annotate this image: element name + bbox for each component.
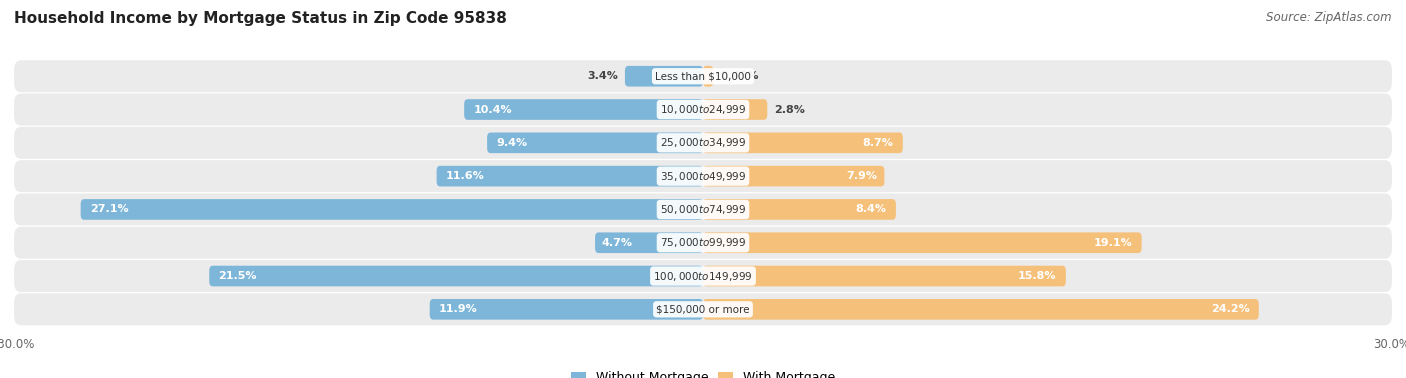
Text: 11.6%: 11.6% <box>446 171 485 181</box>
Text: 10.4%: 10.4% <box>474 105 512 115</box>
Text: $10,000 to $24,999: $10,000 to $24,999 <box>659 103 747 116</box>
Text: 19.1%: 19.1% <box>1094 238 1132 248</box>
FancyBboxPatch shape <box>14 60 1392 92</box>
Text: 24.2%: 24.2% <box>1211 304 1250 314</box>
Text: 7.9%: 7.9% <box>846 171 877 181</box>
FancyBboxPatch shape <box>14 227 1392 259</box>
FancyBboxPatch shape <box>595 232 703 253</box>
Text: $75,000 to $99,999: $75,000 to $99,999 <box>659 236 747 249</box>
FancyBboxPatch shape <box>703 66 713 87</box>
Text: $100,000 to $149,999: $100,000 to $149,999 <box>654 270 752 282</box>
FancyBboxPatch shape <box>14 160 1392 192</box>
FancyBboxPatch shape <box>14 93 1392 125</box>
Text: 0.45%: 0.45% <box>720 71 759 81</box>
FancyBboxPatch shape <box>703 232 1142 253</box>
Text: 4.7%: 4.7% <box>602 238 633 248</box>
FancyBboxPatch shape <box>437 166 703 186</box>
Text: 15.8%: 15.8% <box>1018 271 1057 281</box>
FancyBboxPatch shape <box>703 133 903 153</box>
Text: Less than $10,000: Less than $10,000 <box>655 71 751 81</box>
FancyBboxPatch shape <box>624 66 703 87</box>
FancyBboxPatch shape <box>14 194 1392 225</box>
FancyBboxPatch shape <box>703 199 896 220</box>
FancyBboxPatch shape <box>80 199 703 220</box>
Text: Household Income by Mortgage Status in Zip Code 95838: Household Income by Mortgage Status in Z… <box>14 11 508 26</box>
Legend: Without Mortgage, With Mortgage: Without Mortgage, With Mortgage <box>567 367 839 378</box>
FancyBboxPatch shape <box>209 266 703 287</box>
Text: $50,000 to $74,999: $50,000 to $74,999 <box>659 203 747 216</box>
Text: $25,000 to $34,999: $25,000 to $34,999 <box>659 136 747 149</box>
FancyBboxPatch shape <box>703 166 884 186</box>
Text: 11.9%: 11.9% <box>439 304 478 314</box>
Text: 21.5%: 21.5% <box>218 271 257 281</box>
FancyBboxPatch shape <box>14 127 1392 159</box>
Text: 8.7%: 8.7% <box>863 138 894 148</box>
FancyBboxPatch shape <box>486 133 703 153</box>
FancyBboxPatch shape <box>14 293 1392 325</box>
Text: 27.1%: 27.1% <box>90 204 128 214</box>
FancyBboxPatch shape <box>464 99 703 120</box>
FancyBboxPatch shape <box>703 299 1258 320</box>
FancyBboxPatch shape <box>703 266 1066 287</box>
Text: 9.4%: 9.4% <box>496 138 527 148</box>
FancyBboxPatch shape <box>14 260 1392 292</box>
Text: $35,000 to $49,999: $35,000 to $49,999 <box>659 170 747 183</box>
Text: 2.8%: 2.8% <box>775 105 806 115</box>
FancyBboxPatch shape <box>430 299 703 320</box>
Text: $150,000 or more: $150,000 or more <box>657 304 749 314</box>
Text: 3.4%: 3.4% <box>588 71 619 81</box>
Text: Source: ZipAtlas.com: Source: ZipAtlas.com <box>1267 11 1392 24</box>
Text: 8.4%: 8.4% <box>856 204 887 214</box>
FancyBboxPatch shape <box>703 99 768 120</box>
